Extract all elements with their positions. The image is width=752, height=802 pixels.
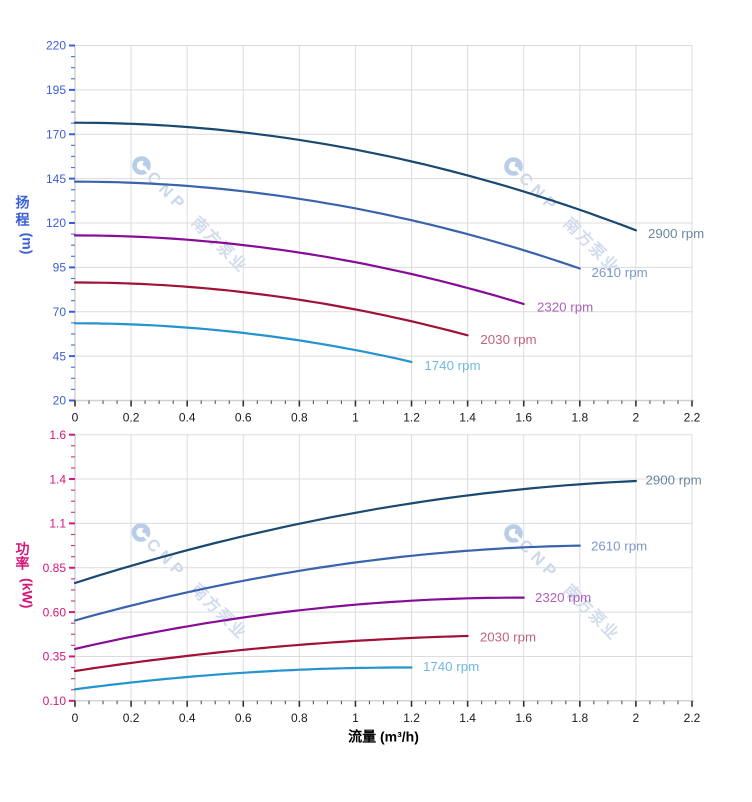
svg-text:0.2: 0.2: [123, 411, 140, 425]
svg-text:0: 0: [72, 411, 79, 425]
svg-text:1740 rpm: 1740 rpm: [424, 358, 480, 373]
svg-text:1.1: 1.1: [49, 517, 66, 531]
svg-text:45: 45: [53, 349, 67, 363]
svg-text:程: 程: [16, 211, 30, 227]
svg-text:2610 rpm: 2610 rpm: [591, 539, 647, 554]
svg-text:2: 2: [633, 711, 640, 725]
svg-text:1.8: 1.8: [571, 711, 588, 725]
svg-text:1.2: 1.2: [403, 411, 420, 425]
svg-text:功: 功: [16, 541, 30, 557]
svg-text:2030 rpm: 2030 rpm: [480, 630, 536, 645]
svg-text:0.85: 0.85: [43, 561, 67, 575]
svg-text:1: 1: [352, 411, 359, 425]
svg-text:2610 rpm: 2610 rpm: [592, 265, 648, 280]
svg-text:扬: 扬: [16, 195, 30, 211]
svg-text:流量 (m³/h): 流量 (m³/h): [348, 729, 419, 745]
svg-text:1.4: 1.4: [459, 711, 476, 725]
svg-text:1.2: 1.2: [403, 711, 420, 725]
svg-text:1740 rpm: 1740 rpm: [423, 659, 479, 674]
svg-text:0.8: 0.8: [291, 711, 308, 725]
svg-text:0.4: 0.4: [179, 711, 196, 725]
svg-text:0.6: 0.6: [235, 711, 252, 725]
svg-text:0: 0: [72, 711, 79, 725]
svg-text:195: 195: [46, 83, 66, 97]
svg-text:1.6: 1.6: [515, 711, 532, 725]
svg-text:95: 95: [53, 261, 67, 275]
svg-text:2900 rpm: 2900 rpm: [648, 226, 704, 241]
svg-text:0.35: 0.35: [43, 650, 67, 664]
svg-text:20: 20: [53, 394, 67, 408]
svg-text:2: 2: [633, 411, 640, 425]
svg-text:2.2: 2.2: [684, 411, 701, 425]
svg-text:120: 120: [46, 216, 66, 230]
svg-text:1.6: 1.6: [515, 411, 532, 425]
svg-text:(m): (m): [20, 233, 36, 255]
svg-text:1.4: 1.4: [459, 411, 476, 425]
svg-text:0.4: 0.4: [179, 411, 196, 425]
svg-text:70: 70: [53, 305, 67, 319]
svg-text:1: 1: [352, 711, 359, 725]
svg-text:220: 220: [46, 39, 66, 53]
svg-text:145: 145: [46, 172, 66, 186]
svg-text:2030 rpm: 2030 rpm: [480, 332, 536, 347]
svg-text:0.10: 0.10: [43, 694, 67, 708]
svg-text:2900 rpm: 2900 rpm: [646, 473, 702, 488]
svg-text:(kW): (kW): [20, 578, 36, 608]
svg-text:2320 rpm: 2320 rpm: [537, 300, 593, 315]
svg-text:2320 rpm: 2320 rpm: [535, 590, 591, 605]
svg-text:170: 170: [46, 127, 66, 141]
svg-text:1.4: 1.4: [49, 472, 66, 486]
svg-text:0.2: 0.2: [123, 711, 140, 725]
svg-text:0.60: 0.60: [43, 605, 67, 619]
svg-text:0.6: 0.6: [235, 411, 252, 425]
svg-text:率: 率: [16, 556, 30, 572]
svg-text:1.6: 1.6: [49, 428, 66, 442]
svg-text:1.8: 1.8: [571, 411, 588, 425]
svg-text:2.2: 2.2: [684, 711, 701, 725]
svg-text:0.8: 0.8: [291, 411, 308, 425]
